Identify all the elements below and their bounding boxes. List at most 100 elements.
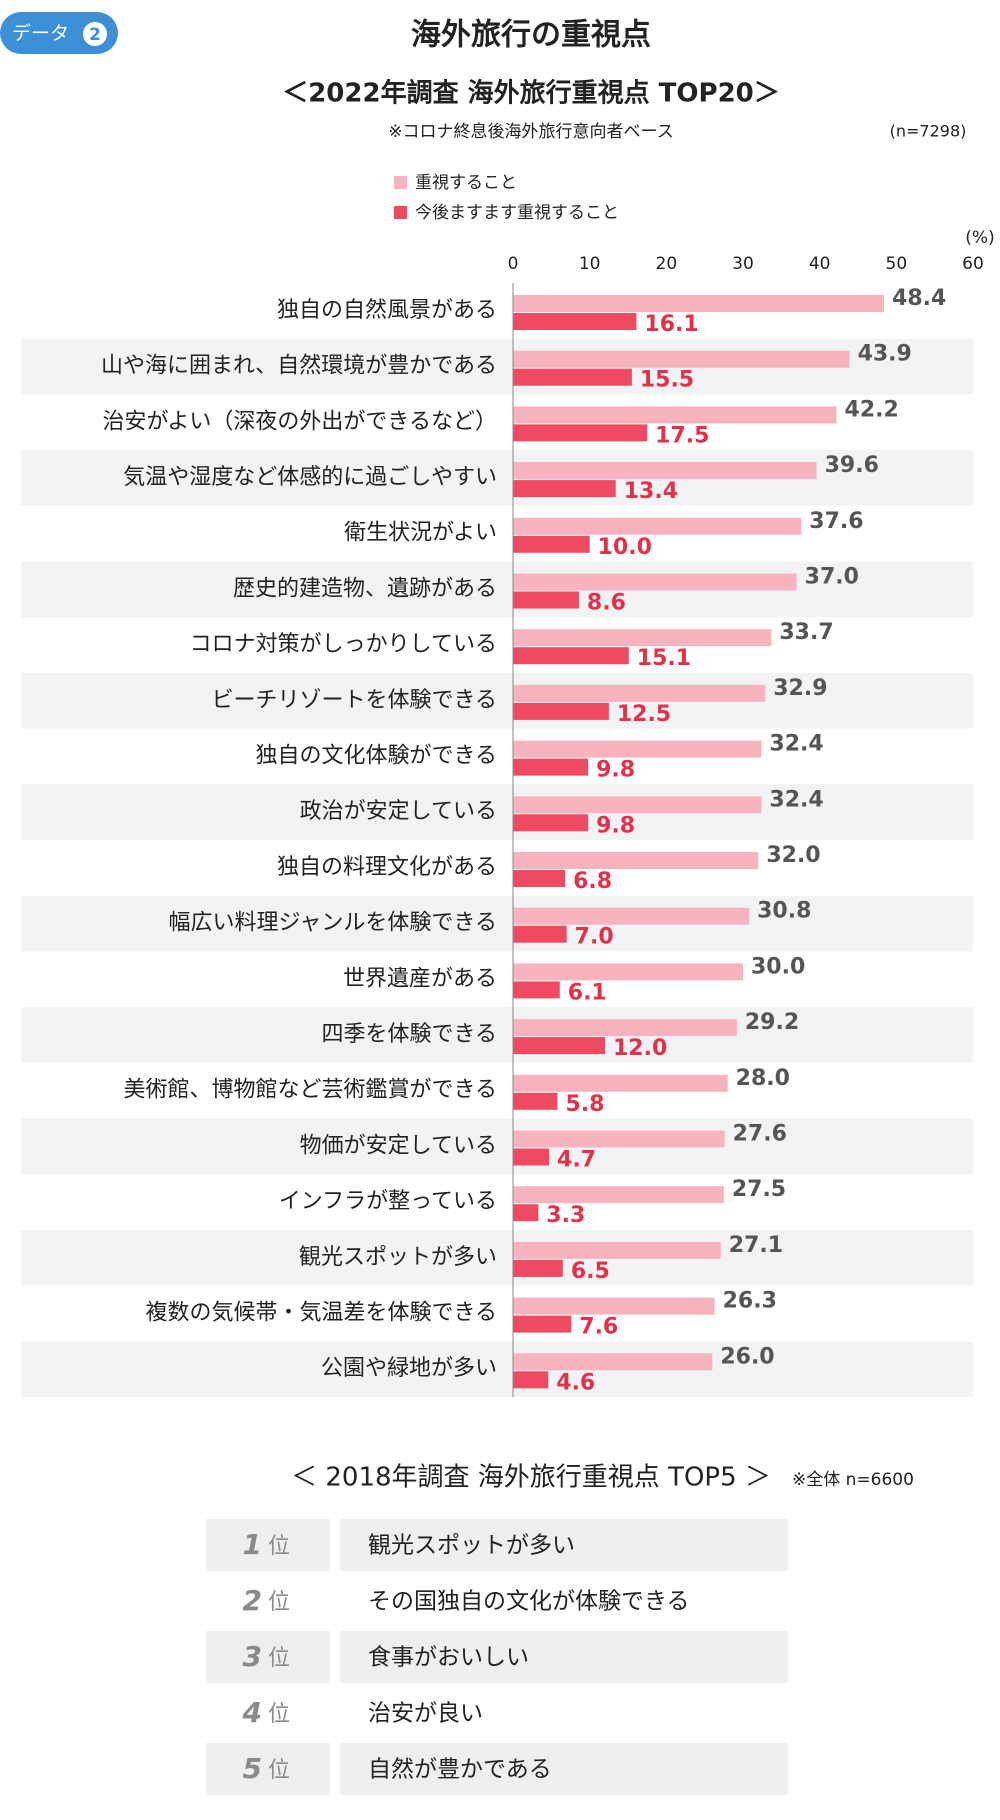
rank-item: 食事がおいしい	[368, 1645, 529, 1671]
category-label: 幅広い料理ジャンルを体験できる	[169, 911, 497, 936]
legend-swatch	[394, 176, 407, 189]
category-label: 気温や湿度など体感的に過ごしやすい	[123, 465, 497, 490]
value-label: 12.0	[613, 1036, 667, 1061]
bar	[513, 591, 579, 609]
bar	[513, 647, 629, 665]
value-label: 32.4	[769, 787, 823, 812]
row-band	[21, 1118, 973, 1175]
value-label: 43.9	[858, 342, 912, 367]
value-label: 39.6	[825, 453, 879, 478]
category-label: 独自の自然風景がある	[277, 298, 497, 323]
bar	[513, 907, 750, 925]
bar	[513, 1259, 563, 1277]
value-label: 26.0	[720, 1344, 774, 1369]
value-label: 29.2	[745, 1010, 799, 1035]
bar	[513, 1092, 558, 1110]
value-label: 32.4	[769, 732, 823, 757]
x-tick-label: 40	[809, 254, 831, 274]
value-label: 3.3	[546, 1203, 585, 1228]
bar	[513, 1074, 728, 1092]
value-label: 30.0	[751, 954, 805, 979]
x-tick-label: 50	[886, 254, 908, 274]
ranking-title: ＜ 2018年調査 海外旅行重視点 TOP5 ＞	[291, 1463, 771, 1493]
item-cell	[340, 1575, 788, 1627]
item-cell	[340, 1519, 788, 1571]
value-label: 9.8	[596, 758, 635, 783]
bar	[513, 870, 566, 887]
bar	[513, 1315, 572, 1333]
rank-cell	[206, 1687, 330, 1739]
value-label: 6.8	[573, 869, 612, 894]
bar	[513, 295, 885, 312]
category-label: ビーチリゾートを体験できる	[211, 688, 497, 713]
bar	[513, 1353, 713, 1371]
chart-subtitle: ※コロナ終息後海外旅行意向者ベース	[388, 122, 673, 142]
rank-cell	[206, 1575, 330, 1627]
value-label: 5.8	[565, 1092, 604, 1117]
category-label: 政治が安定している	[300, 799, 497, 824]
bar	[513, 573, 797, 591]
category-label: 世界遺産がある	[343, 966, 497, 991]
badge-label: データ	[12, 23, 69, 45]
rank-number: 1	[243, 1528, 262, 1561]
bar	[513, 480, 616, 498]
bar	[513, 852, 759, 869]
value-label: 37.6	[809, 509, 863, 534]
rank-unit: 位	[268, 1590, 290, 1615]
rank-unit: 位	[268, 1702, 290, 1727]
x-tick-label: 10	[579, 254, 601, 274]
rank-item: その国独自の文化が体験できる	[368, 1589, 690, 1615]
category-label: 公園や緑地が多い	[321, 1356, 497, 1381]
bar	[513, 517, 802, 535]
bar	[513, 313, 637, 330]
bar	[513, 1371, 549, 1389]
value-label: 13.4	[624, 479, 678, 504]
row-band	[21, 1341, 973, 1397]
bar	[513, 424, 648, 442]
bar	[513, 462, 817, 480]
item-cell	[340, 1743, 788, 1795]
bar	[513, 1186, 724, 1204]
value-label: 6.1	[568, 980, 607, 1005]
category-label: 独自の文化体験ができる	[255, 743, 497, 768]
rank-cell	[206, 1743, 330, 1795]
bar	[513, 350, 850, 368]
sample-note: (n=7298)	[890, 122, 967, 141]
bar	[513, 1204, 539, 1222]
bar	[513, 1297, 715, 1315]
rank-number: 3	[243, 1640, 262, 1673]
value-label: 30.8	[757, 899, 811, 924]
bar	[513, 535, 590, 553]
rank-cell	[206, 1519, 330, 1571]
bar	[513, 1241, 721, 1259]
value-label: 4.6	[556, 1370, 595, 1395]
rank-number: 5	[243, 1752, 262, 1785]
bar	[513, 406, 837, 424]
value-label: 4.7	[557, 1148, 596, 1173]
value-label: 32.0	[766, 843, 820, 868]
bar	[513, 1037, 605, 1055]
value-label: 7.6	[579, 1315, 618, 1340]
value-label: 15.5	[640, 368, 694, 393]
rank-item: 自然が豊かである	[368, 1757, 552, 1783]
category-label: コロナ対策がしっかりしている	[190, 632, 497, 657]
bar	[513, 796, 762, 814]
value-label: 26.3	[723, 1289, 777, 1314]
value-label: 32.9	[773, 676, 827, 701]
value-label: 9.8	[596, 813, 635, 838]
bar	[513, 702, 609, 720]
rank-item: 観光スポットが多い	[368, 1533, 575, 1559]
rank-number: 2	[243, 1584, 262, 1617]
badge-number: 2	[89, 25, 101, 45]
value-label: 28.0	[736, 1066, 790, 1091]
x-tick-label: 60	[962, 254, 984, 274]
page-title: 海外旅行の重視点	[411, 18, 651, 53]
ranking-note: ※全体 n=6600	[792, 1470, 914, 1490]
row-band	[21, 895, 973, 952]
value-label: 27.1	[729, 1233, 783, 1258]
x-tick-label: 30	[732, 254, 754, 274]
category-label: 歴史的建造物、遺跡がある	[233, 576, 497, 601]
x-tick-label: 20	[656, 254, 678, 274]
category-label: 衛生状況がよい	[344, 521, 497, 546]
value-label: 27.5	[732, 1177, 786, 1202]
